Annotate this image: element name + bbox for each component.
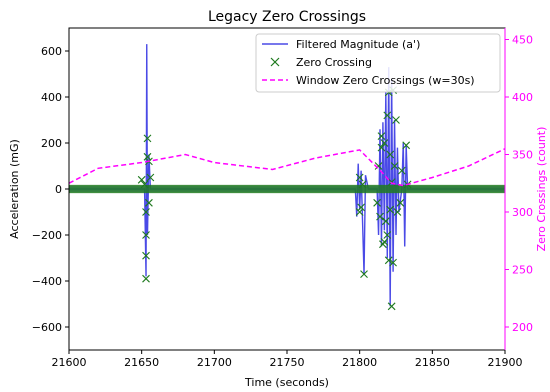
zero-crossing-marker bbox=[386, 205, 395, 214]
x-tick-label: 21850 bbox=[415, 356, 450, 369]
zero-crossing-marker bbox=[377, 132, 386, 140]
zero-crossing-marker bbox=[374, 162, 383, 170]
zero-crossing-marker bbox=[142, 251, 150, 260]
left-tick-label: −200 bbox=[32, 229, 62, 242]
zero-crossing-marker bbox=[358, 180, 367, 189]
left-tick-label: 0 bbox=[55, 183, 62, 196]
right-tick-label: 400 bbox=[512, 91, 533, 104]
x-axis-label: Time (seconds) bbox=[244, 376, 329, 389]
zero-crossing-marker bbox=[373, 198, 381, 207]
zero-crossing-baseline-band bbox=[69, 184, 505, 194]
right-tick-label: 250 bbox=[512, 264, 533, 277]
zero-crossing-marker bbox=[392, 116, 400, 124]
x-tick-label: 21800 bbox=[342, 356, 377, 369]
right-tick-label: 350 bbox=[512, 149, 533, 162]
left-tick-label: 400 bbox=[41, 91, 62, 104]
zero-crossing-marker bbox=[381, 217, 390, 226]
zero-crossing-marker bbox=[355, 208, 364, 216]
left-tick-label: −400 bbox=[32, 275, 62, 288]
right-tick-label: 450 bbox=[512, 34, 533, 47]
zero-crossing-marker bbox=[380, 139, 389, 147]
x-tick-label: 21750 bbox=[270, 356, 305, 369]
right-axis-label: Zero Crossings (count) bbox=[535, 127, 548, 252]
zero-crossing-marker bbox=[402, 141, 411, 150]
zero-crossing-marker bbox=[389, 258, 397, 267]
chart-title: Legacy Zero Crossings bbox=[208, 9, 366, 25]
right-tick-label: 200 bbox=[512, 321, 533, 334]
legend-label-crossing: Zero Crossing bbox=[296, 56, 372, 69]
zero-crossing-marker bbox=[142, 208, 150, 216]
zero-crossing-marker bbox=[360, 270, 368, 278]
zero-crossing-marker bbox=[383, 111, 392, 120]
zero-crossing-marker bbox=[137, 175, 146, 184]
x-tick-label: 21600 bbox=[52, 356, 87, 369]
zero-crossing-marker bbox=[390, 162, 399, 170]
zero-crossing-marker bbox=[142, 231, 150, 239]
right-axis-ticks: 450 400 350 300 250 200 bbox=[505, 34, 533, 334]
zero-crossing-marker bbox=[377, 143, 386, 152]
zero-crossing-marker bbox=[146, 173, 155, 182]
left-axis-ticks: 600 400 200 0 −200 −400 −600 bbox=[32, 45, 69, 334]
x-tick-label: 21900 bbox=[488, 356, 523, 369]
left-tick-label: 200 bbox=[41, 137, 62, 150]
zero-crossing-marker bbox=[384, 256, 393, 265]
left-tick-label: −600 bbox=[32, 321, 62, 334]
zero-crossing-marker bbox=[143, 152, 152, 161]
left-tick-label: 600 bbox=[41, 45, 62, 58]
zero-crossing-marker bbox=[393, 208, 402, 216]
left-axis-label: Acceleration (mG) bbox=[8, 139, 21, 239]
zero-crossing-marker bbox=[140, 180, 149, 189]
zero-crossing-marker bbox=[355, 173, 364, 182]
legend-box bbox=[255, 33, 501, 93]
zero-crossing-marker bbox=[143, 134, 152, 143]
zero-crossing-marker bbox=[397, 166, 406, 175]
zero-crossing-marker bbox=[142, 274, 150, 283]
zero-crossing-marker bbox=[145, 198, 153, 207]
series-window-zero-crossings bbox=[69, 148, 505, 187]
legend-swatch-crossing bbox=[270, 57, 280, 67]
legend: Filtered Magnitude (a') Zero Crossing Wi… bbox=[255, 33, 501, 93]
x-tick-label: 21650 bbox=[124, 356, 159, 369]
zero-crossing-marker bbox=[357, 203, 366, 212]
window-zero-crossings-line bbox=[69, 148, 505, 187]
legend-label-window: Window Zero Crossings (w=30s) bbox=[296, 74, 475, 87]
zero-crossing-marker bbox=[376, 212, 384, 221]
zero-crossing-marker bbox=[386, 150, 395, 159]
zero-crossing-marker bbox=[387, 302, 396, 311]
legend-label-filtered: Filtered Magnitude (a') bbox=[296, 38, 420, 51]
x-tick-label: 21700 bbox=[197, 356, 232, 369]
zero-crossing-marker bbox=[379, 240, 387, 249]
zero-crossing-marker bbox=[380, 238, 389, 246]
zero-crossing-marker bbox=[383, 231, 392, 239]
x-axis-ticks: 21600 21650 21700 21750 21800 21850 21900 bbox=[52, 350, 523, 369]
zero-crossing-marker bbox=[396, 198, 405, 207]
right-tick-label: 300 bbox=[512, 206, 533, 219]
